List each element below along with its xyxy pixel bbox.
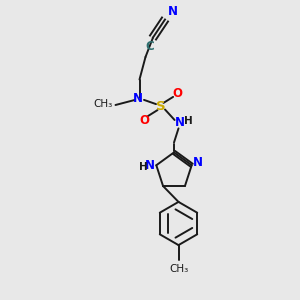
Text: S: S <box>156 100 165 113</box>
Text: O: O <box>139 113 149 127</box>
Text: C: C <box>146 40 154 53</box>
Text: N: N <box>167 5 177 18</box>
Text: O: O <box>172 86 182 100</box>
Text: N: N <box>133 92 143 105</box>
Text: H: H <box>184 116 193 127</box>
Text: CH₃: CH₃ <box>169 264 188 274</box>
Text: H: H <box>139 162 148 172</box>
Text: CH₃: CH₃ <box>94 99 113 110</box>
Text: N: N <box>193 156 203 170</box>
Text: N: N <box>145 159 155 172</box>
Text: N: N <box>175 116 185 130</box>
